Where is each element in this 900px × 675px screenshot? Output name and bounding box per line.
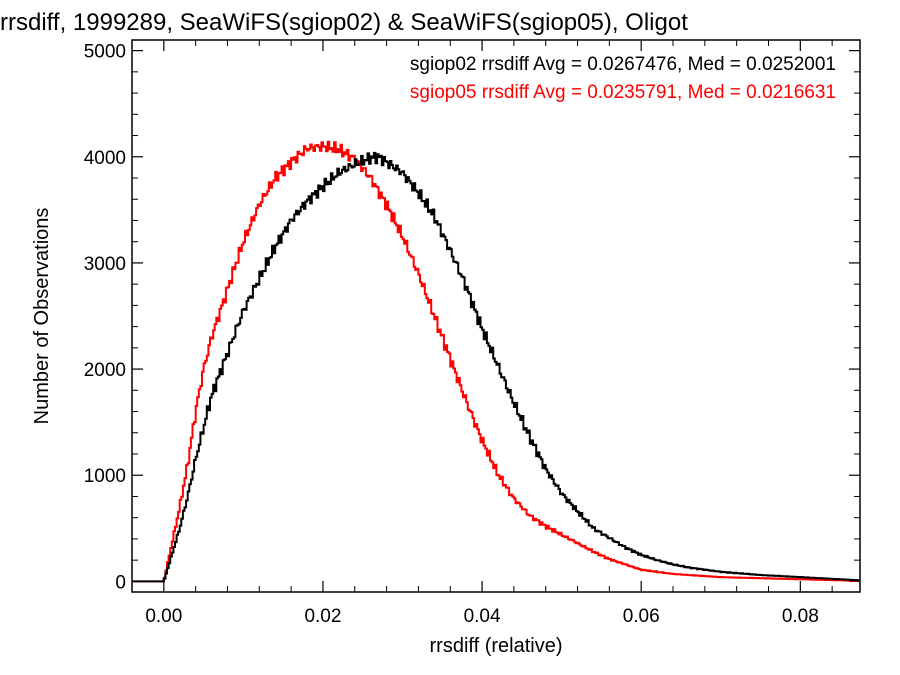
series-line-sgiop05	[132, 140, 860, 583]
y-tick-label: 3000	[84, 254, 126, 275]
y-tick-label: 5000	[84, 42, 126, 63]
chart-title: rrsdiff, 1999289, SeaWiFS(sgiop02) & Sea…	[0, 9, 688, 36]
y-tick-label: 2000	[84, 360, 126, 381]
axis-ticks	[131, 40, 860, 592]
plot-area: 0.00 0.02 0.04 0.06 0.08 0 1000 2000 3000 4000 500…	[84, 39, 861, 627]
series-layer	[132, 140, 860, 583]
x-tick-label: 0.02	[304, 606, 341, 627]
y-axis-label: Number of Observations	[31, 208, 53, 425]
x-tick-label: 0.00	[145, 606, 182, 627]
x-tick-label: 0.04	[464, 606, 501, 627]
y-tick-label: 1000	[84, 466, 126, 487]
plot-frame	[131, 39, 861, 593]
x-tick-label: 0.06	[623, 606, 660, 627]
axis-tick-labels: 0.00 0.02 0.04 0.06 0.08 0 1000 2000 3000 4000 500…	[84, 42, 819, 627]
y-tick-label: 4000	[84, 148, 126, 169]
legend-entry-sgiop05: sgiop05 rrsdiff Avg = 0.0235791, Med = 0…	[410, 82, 836, 103]
legend-entry-sgiop02: sgiop02 rrsdiff Avg = 0.0267476, Med = 0…	[410, 54, 836, 75]
x-axis-label: rrsdiff (relative)	[430, 635, 563, 657]
x-tick-label: 0.08	[782, 606, 819, 627]
series-line-sgiop02	[132, 151, 860, 583]
y-tick-label: 0	[115, 572, 126, 593]
